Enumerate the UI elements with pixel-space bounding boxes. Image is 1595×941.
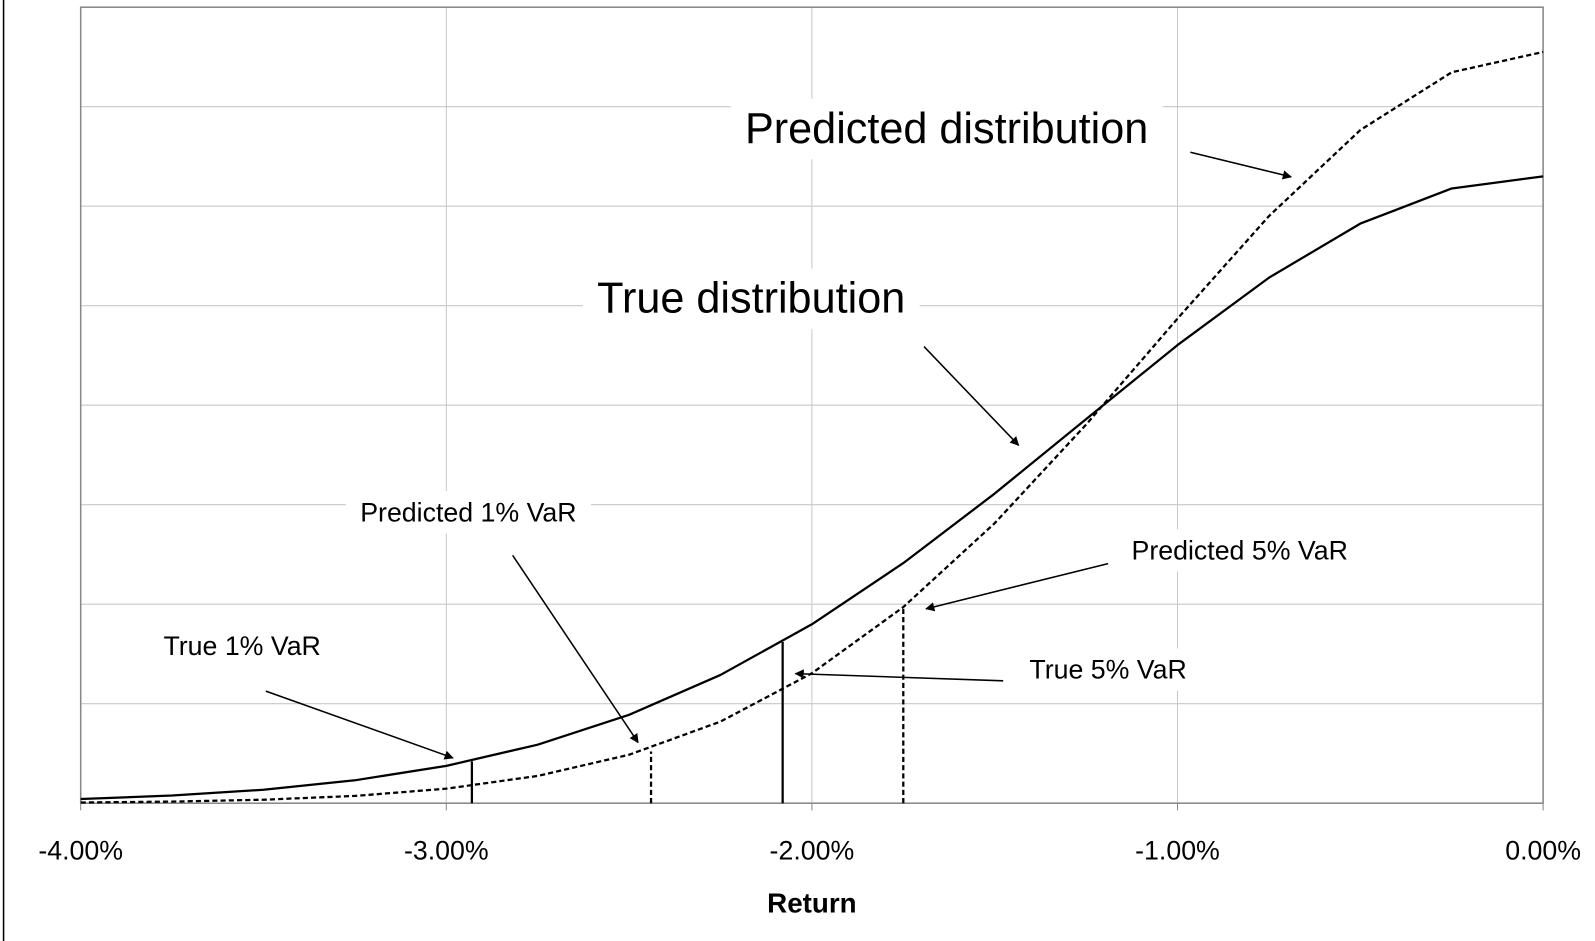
annotation-background bbox=[1117, 529, 1363, 572]
x-tick-label: -2.00% bbox=[770, 836, 855, 866]
annotation-arrow bbox=[925, 562, 1109, 612]
line-series bbox=[80, 175, 1544, 801]
x-tick-label: -4.00% bbox=[38, 836, 123, 866]
plot-frame bbox=[79, 6, 1544, 804]
annotation: True 1% VaR bbox=[163, 631, 320, 661]
annotation: Predicted 1% VaR bbox=[360, 497, 576, 527]
annotation-arrow bbox=[1190, 151, 1293, 180]
annotation: Predicted distribution bbox=[745, 105, 1148, 153]
x-axis-label: Return bbox=[767, 887, 856, 918]
annotation-arrow bbox=[265, 690, 454, 760]
annotation-arrow bbox=[511, 554, 639, 744]
annotation-background bbox=[1014, 648, 1202, 691]
x-tick-label: -1.00% bbox=[1135, 836, 1220, 866]
annotation-background bbox=[730, 98, 1163, 160]
annotation-background bbox=[149, 624, 336, 668]
annotation-arrow bbox=[794, 669, 1004, 682]
x-tick-label: -3.00% bbox=[404, 836, 489, 866]
annotation: True distribution bbox=[597, 275, 905, 323]
line-series bbox=[80, 50, 1544, 804]
x-tick-label: 0.00% bbox=[1505, 836, 1581, 866]
annotation: True 5% VaR bbox=[1029, 655, 1186, 685]
annotation-background bbox=[582, 268, 920, 329]
annotation-arrow bbox=[923, 346, 1020, 446]
annotation-background bbox=[345, 491, 591, 534]
annotation: Predicted 5% VaR bbox=[1132, 535, 1348, 565]
